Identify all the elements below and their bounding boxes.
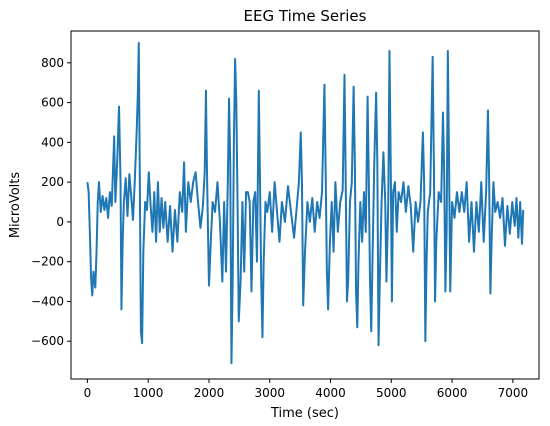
y-tick-label: 200 xyxy=(41,175,64,189)
y-tick-label: −200 xyxy=(31,255,64,269)
x-axis-label: Time (sec) xyxy=(270,406,339,421)
y-tick-label: 0 xyxy=(56,215,64,229)
x-tick-label: 2000 xyxy=(194,386,225,400)
x-tick-label: 4000 xyxy=(315,386,346,400)
y-axis-label: MicroVolts xyxy=(8,172,23,239)
x-tick-label: 1000 xyxy=(133,386,164,400)
chart-title: EEG Time Series xyxy=(244,7,367,25)
x-tick-label: 5000 xyxy=(376,386,407,400)
x-tick-label: 6000 xyxy=(437,386,468,400)
x-tick-label: 3000 xyxy=(254,386,285,400)
y-axis: −600 −400 −200 0 200 400 600 800 xyxy=(31,56,71,348)
x-tick-label: 0 xyxy=(84,386,92,400)
y-tick-label: 800 xyxy=(41,56,64,70)
y-tick-label: 600 xyxy=(41,96,64,110)
axes-frame xyxy=(70,30,540,380)
y-tick-label: −600 xyxy=(31,334,64,348)
y-tick-label: 400 xyxy=(41,135,64,149)
plot-area xyxy=(86,41,525,365)
x-tick-label: 7000 xyxy=(498,386,529,400)
series-line-0 xyxy=(86,41,525,365)
y-tick-label: −400 xyxy=(31,294,64,308)
x-axis: 0 1000 2000 3000 4000 5000 6000 7000 xyxy=(84,379,529,400)
